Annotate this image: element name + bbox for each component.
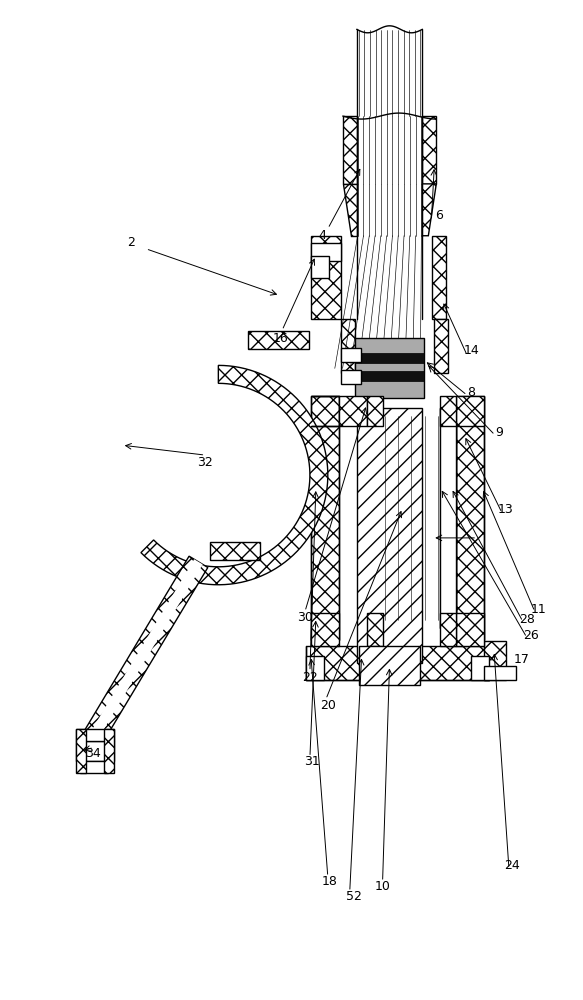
Text: 28: 28 bbox=[519, 613, 535, 626]
Text: 52: 52 bbox=[346, 890, 361, 903]
Bar bbox=[354, 371, 424, 381]
Polygon shape bbox=[357, 116, 422, 184]
Polygon shape bbox=[422, 116, 436, 184]
Text: 6: 6 bbox=[436, 209, 443, 222]
Bar bbox=[357, 408, 422, 663]
Bar bbox=[76, 741, 114, 761]
Bar bbox=[76, 729, 86, 773]
Polygon shape bbox=[311, 396, 367, 426]
Text: 4: 4 bbox=[318, 229, 326, 242]
Bar bbox=[367, 613, 382, 646]
Polygon shape bbox=[422, 184, 436, 236]
Bar bbox=[76, 729, 114, 741]
Bar bbox=[359, 646, 420, 685]
Bar bbox=[354, 338, 424, 398]
Bar bbox=[104, 729, 114, 773]
Text: 31: 31 bbox=[304, 755, 320, 768]
Polygon shape bbox=[456, 613, 484, 646]
Text: 22: 22 bbox=[302, 671, 318, 684]
Bar bbox=[471, 656, 489, 680]
Text: 34: 34 bbox=[85, 747, 101, 760]
Polygon shape bbox=[311, 613, 339, 646]
Bar bbox=[359, 31, 420, 118]
Text: 2: 2 bbox=[127, 236, 135, 249]
Text: 24: 24 bbox=[504, 859, 520, 872]
Text: 9: 9 bbox=[495, 426, 503, 439]
Text: 11: 11 bbox=[531, 603, 547, 616]
Bar bbox=[354, 353, 424, 363]
Bar bbox=[341, 348, 361, 362]
Text: 32: 32 bbox=[198, 456, 213, 469]
Text: 20: 20 bbox=[320, 699, 336, 712]
Bar bbox=[306, 656, 324, 680]
Polygon shape bbox=[343, 116, 357, 184]
Polygon shape bbox=[311, 236, 341, 319]
Bar bbox=[440, 408, 456, 628]
Bar bbox=[210, 542, 260, 560]
Bar bbox=[484, 666, 516, 680]
Bar bbox=[440, 613, 456, 646]
Polygon shape bbox=[456, 396, 484, 426]
Polygon shape bbox=[141, 365, 328, 585]
Bar bbox=[311, 243, 341, 261]
Bar bbox=[484, 641, 506, 680]
Polygon shape bbox=[306, 646, 489, 680]
Bar bbox=[440, 396, 456, 426]
Bar bbox=[248, 331, 309, 349]
Text: 30: 30 bbox=[297, 611, 313, 624]
Polygon shape bbox=[341, 319, 354, 373]
Text: 18: 18 bbox=[322, 875, 338, 888]
Text: 13: 13 bbox=[498, 503, 514, 516]
Polygon shape bbox=[76, 556, 208, 755]
Polygon shape bbox=[343, 184, 357, 236]
Text: 10: 10 bbox=[375, 880, 391, 893]
Bar bbox=[367, 396, 382, 426]
Bar bbox=[80, 761, 108, 773]
Bar bbox=[341, 370, 361, 384]
Polygon shape bbox=[456, 396, 484, 640]
Bar bbox=[311, 256, 329, 278]
Text: 17: 17 bbox=[514, 653, 530, 666]
Polygon shape bbox=[311, 396, 339, 640]
Text: 26: 26 bbox=[523, 629, 539, 642]
Text: 8: 8 bbox=[467, 386, 475, 399]
Polygon shape bbox=[433, 236, 446, 319]
Polygon shape bbox=[434, 319, 448, 373]
Polygon shape bbox=[82, 559, 203, 752]
Bar bbox=[367, 408, 382, 628]
Text: 14: 14 bbox=[463, 344, 479, 357]
Text: 16: 16 bbox=[272, 332, 288, 345]
